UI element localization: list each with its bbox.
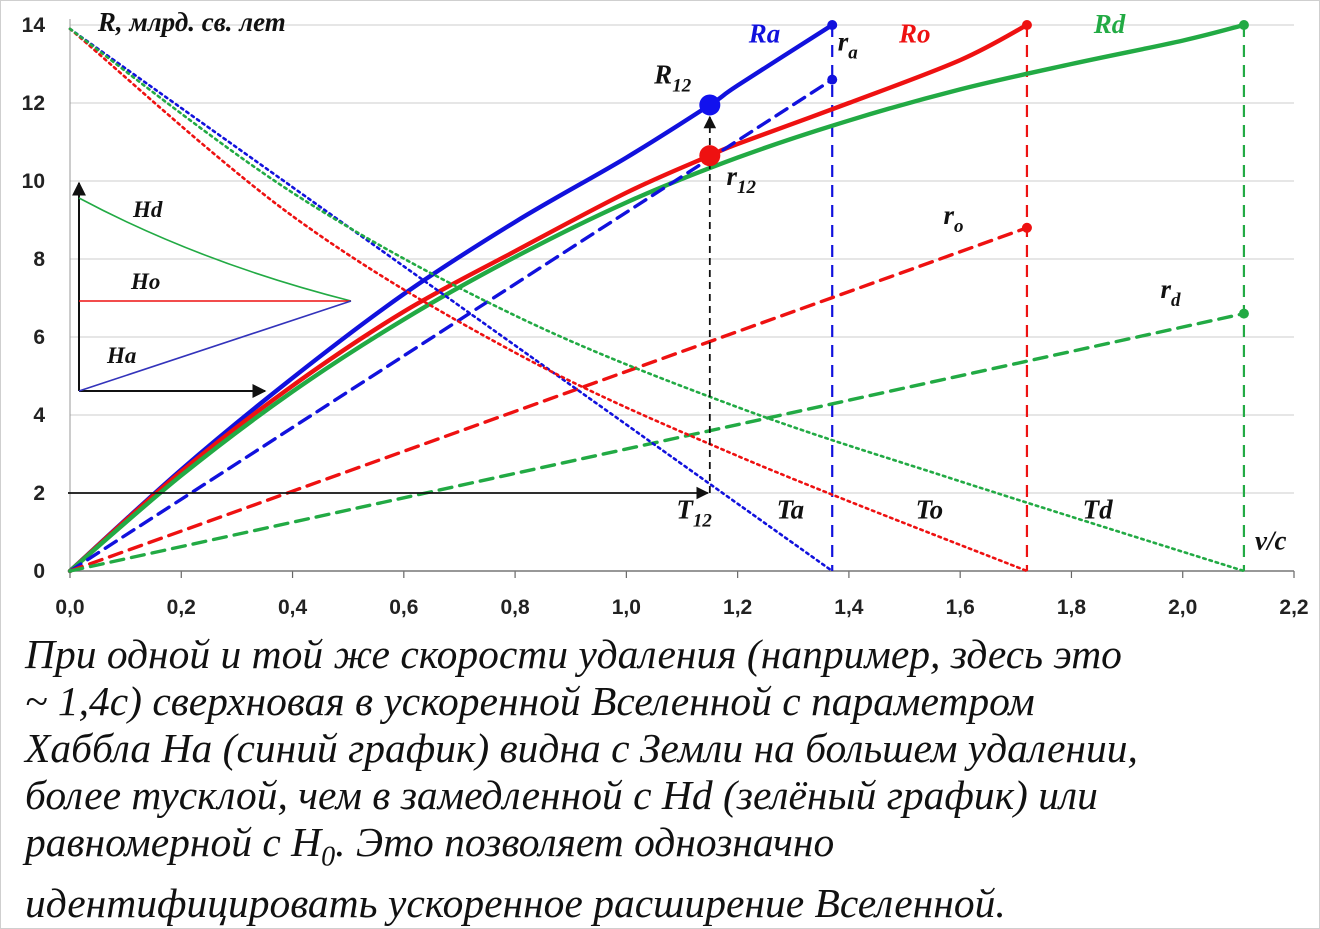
annotation-text: Ta: [777, 494, 805, 524]
x-tick-label: 0,0: [55, 596, 84, 619]
annotation-text: Rd: [1093, 9, 1126, 39]
series-end-point: [1021, 20, 1032, 30]
y-tick-label: 4: [33, 404, 45, 427]
caption-line: более тусклой, чем в замедленной с Hd (з…: [25, 772, 1098, 818]
caption-line: ~ 1,4с) сверхновая в ускоренной Вселенно…: [25, 678, 1035, 724]
y-tick-label: 2: [33, 482, 45, 505]
annotation-label: v/c: [1255, 526, 1286, 556]
caption-line: При одной и той же скорости удаления (на…: [25, 631, 1122, 677]
series-end-point: [827, 74, 838, 85]
y-tick-label: 8: [33, 248, 45, 271]
y-tick-label: 10: [22, 170, 45, 193]
series-end-point: [827, 20, 838, 30]
annotation-label: r12: [727, 161, 757, 198]
x-tick-label: 1,4: [834, 596, 864, 619]
caption-text: равномерной с H: [25, 819, 322, 865]
axes: [69, 19, 1295, 578]
series-end-point: [1021, 222, 1032, 233]
x-tick-label: 1,8: [1057, 596, 1087, 619]
x-tick-label: 0,8: [500, 596, 530, 619]
series-rd: [67, 22, 1247, 574]
x-tick-label: 1,0: [612, 596, 641, 619]
annotation-subscript: o: [954, 216, 964, 237]
annotation-subscript: 12: [737, 177, 757, 198]
highlight-points: [699, 20, 1249, 319]
annotation-text: To: [916, 494, 944, 524]
tick-labels: 0 2 4 6 8 10 12 14 0,0 0,2 0,4 0,6 0,8 1,0 1,2 1,4 1,6 1,…: [22, 14, 1309, 619]
x-tick-label: 1,6: [946, 596, 975, 619]
annotation-text: R, млрд. св. лет: [97, 7, 286, 37]
series-ro: [67, 22, 1030, 574]
inset-ha-line: [78, 300, 352, 392]
annotation-subscript: 12: [672, 76, 692, 97]
y-tick-label: 6: [33, 326, 45, 349]
annotation-text: R: [653, 60, 672, 90]
annotation-subscript: d: [1171, 290, 1181, 311]
caption-text: . Это позволяет однозначно: [335, 819, 835, 865]
annotation-label: Ta: [777, 494, 805, 524]
inset-label: Ho: [130, 269, 160, 294]
x-tick-label: 2,2: [1279, 596, 1308, 619]
annotation-text: r: [1160, 274, 1171, 304]
projection-arrows: [68, 115, 717, 500]
annotation-text: Td: [1083, 494, 1113, 524]
annotation-label: rd: [1160, 274, 1181, 311]
annotation-text: T: [676, 494, 694, 524]
annotation-text: r: [727, 161, 738, 191]
caption-line: равномерной с H0. Это позволяет однознач…: [25, 819, 1315, 880]
caption: При одной и той же скорости удаления (на…: [25, 631, 1315, 927]
x-tick-label: 0,4: [278, 596, 308, 619]
series-r-a: [68, 77, 834, 573]
caption-line: Хаббла Ha (синий график) видна с Земли н…: [25, 725, 1138, 771]
y-tick-label: 0: [33, 560, 45, 583]
series-td: [68, 27, 1246, 573]
annotation-label: Ro: [898, 19, 931, 49]
annotation-label: Td: [1083, 494, 1113, 524]
x-tick-label: 1,2: [723, 596, 752, 619]
hubble-distance-chart: 0 2 4 6 8 10 12 14 0,0 0,2 0,4 0,6 0,8 1,0 1,2 1,4 1,6 1,…: [22, 7, 1309, 619]
caption-line: идентифицировать ускоренное расширение В…: [25, 880, 1006, 927]
y-tick-label: 14: [22, 14, 46, 37]
y-tick-label: 12: [22, 92, 45, 115]
annotation-text: r: [838, 26, 849, 56]
annotation-label: R12: [653, 60, 692, 97]
x-tick-label: 0,2: [167, 596, 196, 619]
inset-label: Hd: [132, 197, 163, 222]
series-to: [68, 27, 1029, 573]
annotation-label: Rd: [1093, 9, 1126, 39]
annotation-label: To: [916, 494, 944, 524]
annotation-text: Ro: [898, 19, 931, 49]
x-tick-label: 0,6: [389, 596, 418, 619]
inset-hd-curve: [78, 197, 352, 302]
annotation-label: ro: [943, 200, 963, 237]
series-end-point: [1238, 308, 1249, 319]
annotation-text: Ra: [748, 19, 781, 49]
point-r12: [699, 145, 721, 167]
annotation-text: r: [943, 200, 954, 230]
annotation-subscript: a: [848, 42, 858, 63]
series-r-o: [68, 226, 1029, 573]
annotation-label: R, млрд. св. лет: [97, 7, 286, 37]
caption-subscript: 0: [321, 841, 336, 873]
series-r-d: [68, 311, 1246, 573]
annotation-label: ra: [838, 26, 859, 63]
series-group: [67, 22, 1247, 574]
series-ta: [68, 27, 834, 573]
point-r12: [699, 94, 721, 116]
x-tick-label: 2,0: [1168, 596, 1197, 619]
annotation-label: Ra: [748, 19, 781, 49]
hubble-parameter-inset: Hd Ho Ha: [72, 181, 352, 398]
annotation-label: T12: [676, 494, 712, 531]
series-end-point: [1238, 20, 1249, 30]
inset-label: Ha: [106, 343, 136, 368]
annotation-text: v/c: [1255, 526, 1286, 556]
annotation-subscript: 12: [693, 510, 713, 531]
